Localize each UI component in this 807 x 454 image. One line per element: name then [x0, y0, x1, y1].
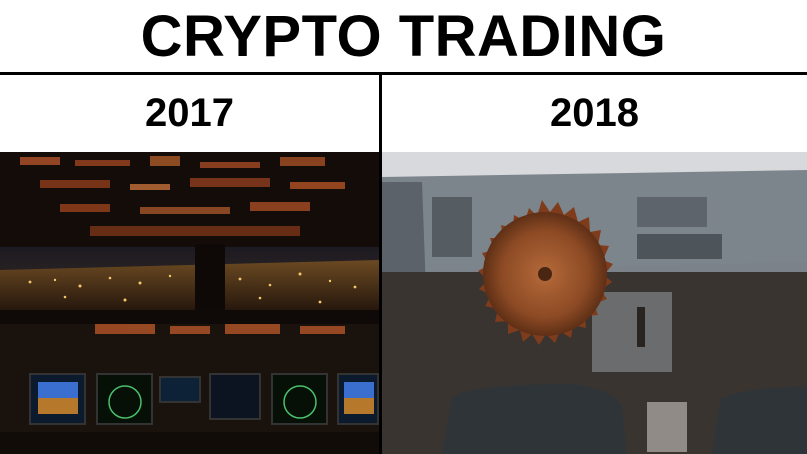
cockpit-displays [29, 373, 379, 425]
center-console [592, 292, 672, 372]
overhead-panel-lights [20, 156, 345, 236]
vertical-divider [379, 72, 382, 454]
right-air-vent [637, 197, 707, 227]
car-interior-illustration [382, 152, 807, 454]
cockpit-photo [0, 152, 379, 454]
driver-seat [442, 384, 627, 454]
rusty-car-photo [382, 152, 807, 454]
horizontal-divider [0, 72, 807, 75]
passenger-seat [712, 387, 807, 454]
control-panel-buttons [95, 324, 345, 334]
city-lights [28, 272, 357, 304]
year-label-2018: 2018 [550, 91, 639, 135]
left-air-vent [432, 197, 472, 257]
year-label-2017: 2017 [145, 91, 234, 135]
meme-title: CRYPTO TRADING [140, 3, 667, 69]
radio-unit [637, 234, 722, 259]
gear-shifter [637, 307, 645, 347]
cockpit-illustration [0, 152, 379, 454]
saw-blade-icon [478, 200, 613, 345]
